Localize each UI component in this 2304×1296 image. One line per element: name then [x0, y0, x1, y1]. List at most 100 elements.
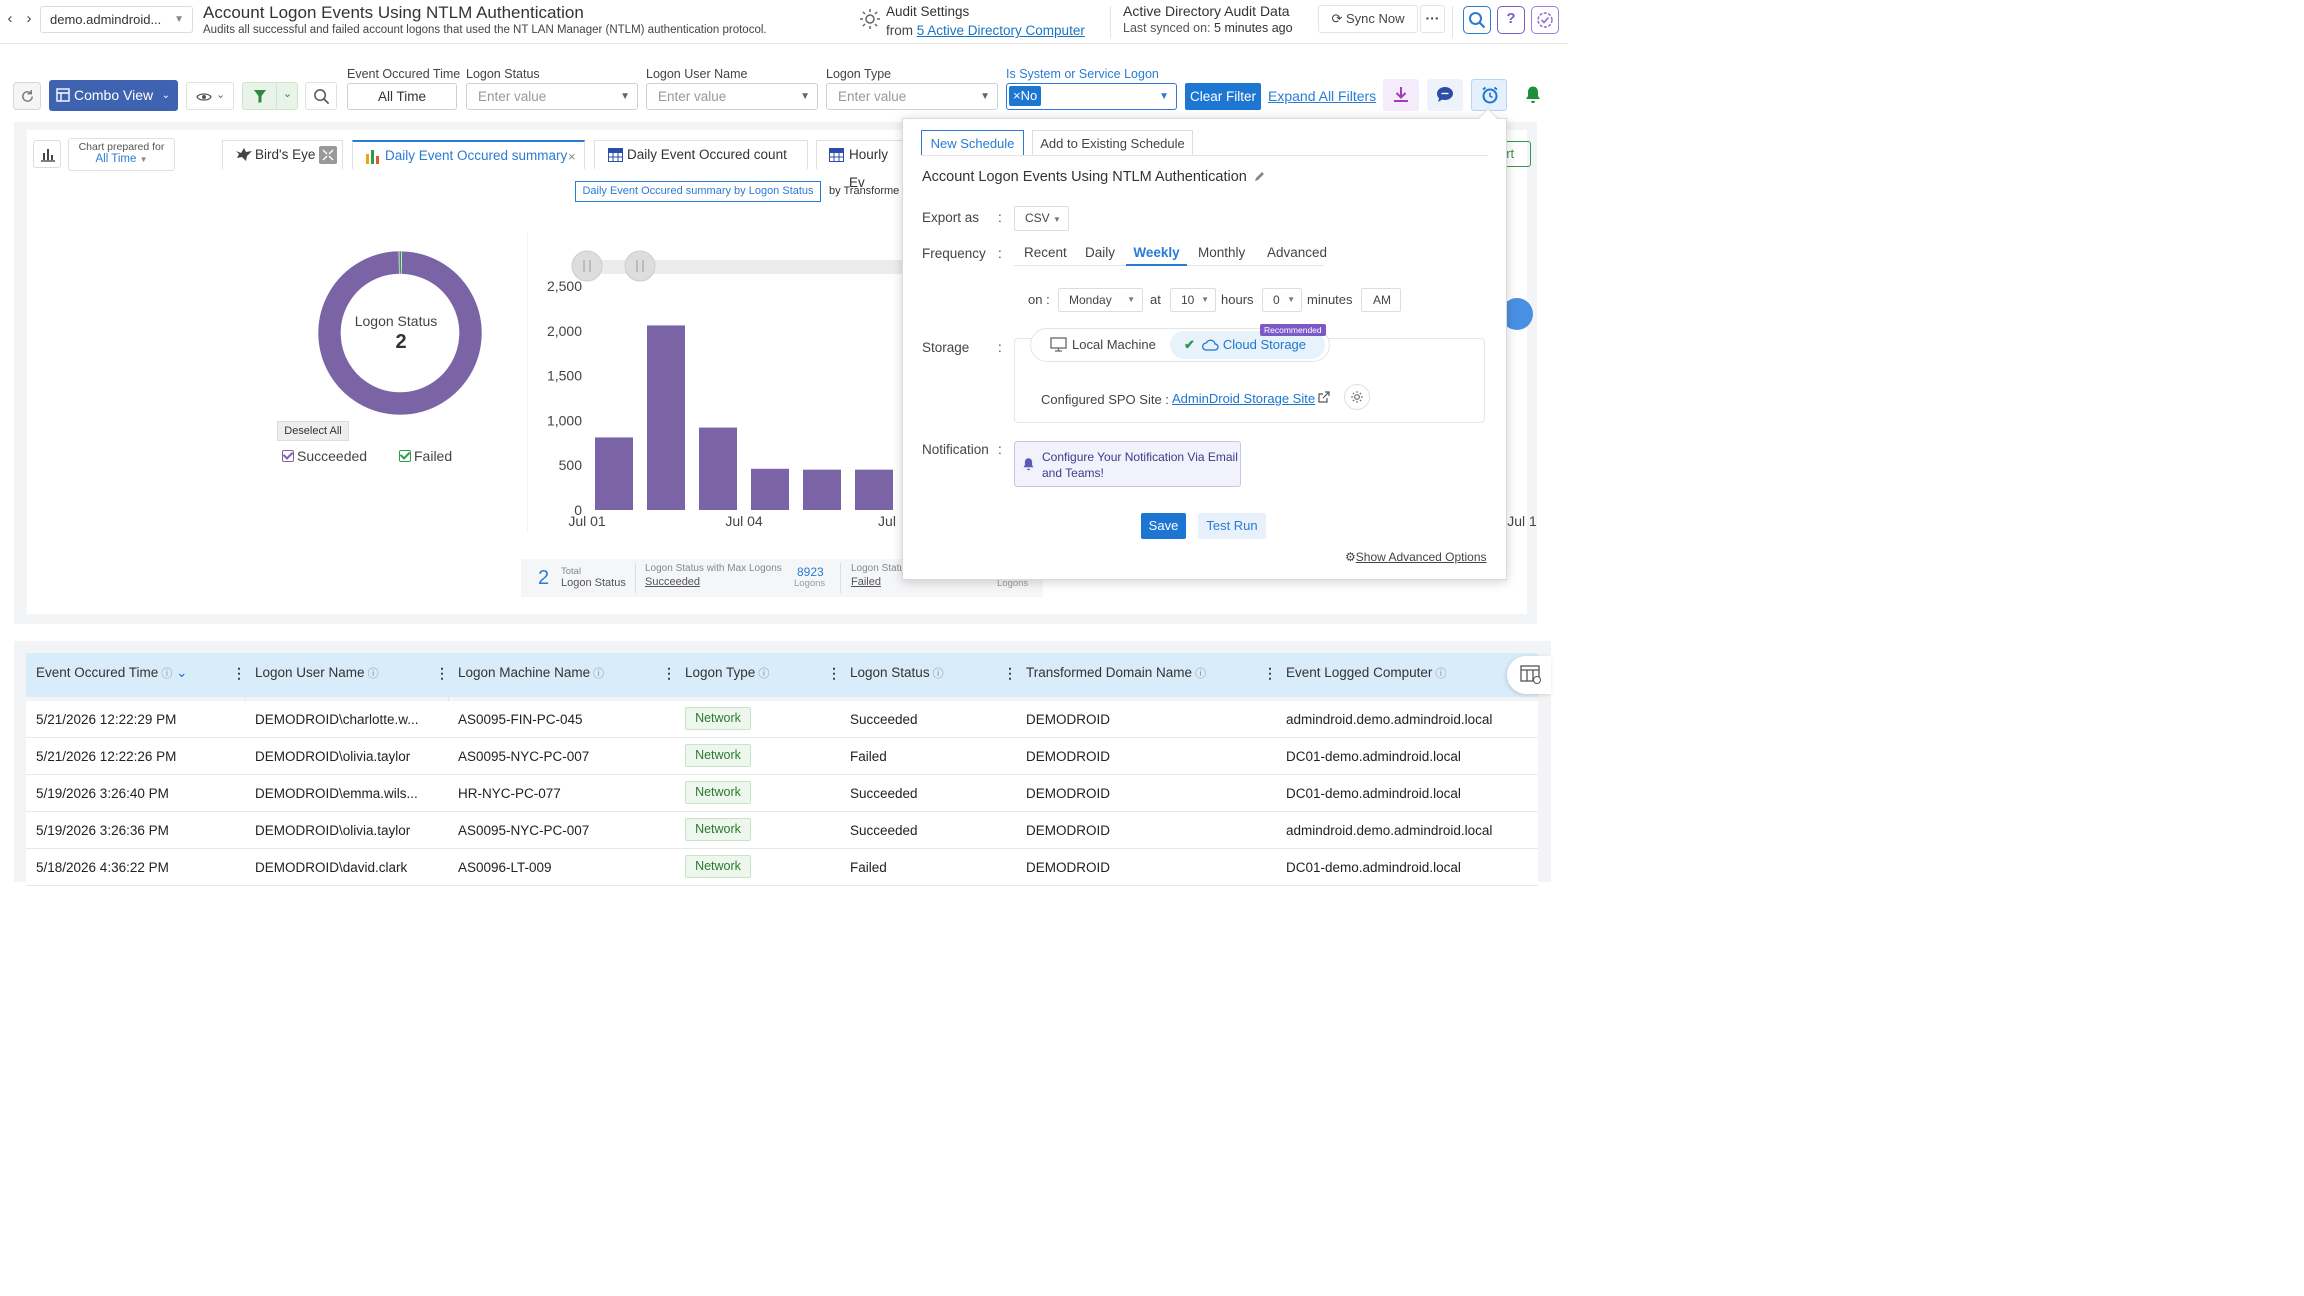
- info-icon[interactable]: ⓘ: [755, 668, 770, 680]
- local-machine-option[interactable]: Local Machine: [1050, 337, 1156, 352]
- bar-jul-05[interactable]: [803, 469, 841, 510]
- save-button[interactable]: Save: [1141, 513, 1186, 539]
- export-format-select[interactable]: CSV ▼: [1014, 206, 1069, 231]
- minute-select[interactable]: 0 ▼: [1262, 288, 1302, 312]
- expand-icon[interactable]: [319, 146, 337, 164]
- checkbox[interactable]: [282, 450, 294, 462]
- info-icon[interactable]: ⓘ: [158, 668, 173, 680]
- info-icon[interactable]: ⓘ: [590, 668, 605, 680]
- info-icon[interactable]: ⓘ: [364, 668, 379, 680]
- expand-all-filters-link[interactable]: Expand All Filters: [1268, 88, 1377, 104]
- freq-monthly[interactable]: Monthly: [1198, 245, 1246, 260]
- column-menu-icon[interactable]: ⋮: [827, 665, 841, 681]
- column-menu-icon[interactable]: ⋮: [662, 665, 676, 681]
- chart-prepared-for[interactable]: Chart prepared for All Time ▼: [68, 138, 175, 171]
- combo-view-button[interactable]: Combo View ⌄: [49, 80, 178, 111]
- table-row[interactable]: [26, 849, 1538, 886]
- visibility-button[interactable]: ⌄: [186, 82, 234, 110]
- freq-recent[interactable]: Recent: [1024, 245, 1067, 260]
- column-header[interactable]: Event Occured Time ⓘ ⌄: [36, 665, 187, 681]
- search-button[interactable]: [305, 82, 337, 110]
- range-slider-track[interactable]: [575, 260, 955, 274]
- donut-slice-failed[interactable]: [398, 250, 402, 275]
- test-run-button[interactable]: Test Run: [1198, 513, 1266, 539]
- tab-existing-schedule[interactable]: Add to Existing Schedule: [1032, 130, 1193, 156]
- column-header[interactable]: Event Logged Computer ⓘ: [1286, 665, 1446, 681]
- info-icon[interactable]: ⓘ: [929, 668, 944, 680]
- subtab-by-domain[interactable]: by Transforme: [829, 185, 900, 197]
- tab-hourly[interactable]: Hourly Ev: [816, 140, 906, 190]
- reset-button[interactable]: [13, 82, 41, 110]
- freq-advanced[interactable]: Advanced: [1267, 245, 1328, 260]
- settings-button[interactable]: [1344, 384, 1370, 410]
- deselect-all-button[interactable]: Deselect All: [277, 421, 349, 441]
- column-header[interactable]: Transformed Domain Name ⓘ: [1026, 665, 1206, 681]
- time-filter-select[interactable]: All Time: [347, 83, 457, 110]
- table-row[interactable]: [26, 738, 1538, 775]
- range-slider-handle-left[interactable]: [571, 250, 603, 282]
- hour-select[interactable]: 10 ▼: [1170, 288, 1216, 312]
- schedule-button[interactable]: [1471, 79, 1507, 111]
- freq-weekly[interactable]: Weekly: [1126, 245, 1187, 266]
- filter-chip[interactable]: ×No: [1009, 86, 1042, 106]
- table-row[interactable]: [26, 812, 1538, 849]
- comment-button[interactable]: [1427, 79, 1463, 111]
- advanced-options-link[interactable]: ⚙Show Advanced Options: [1345, 550, 1487, 564]
- chip-remove-icon[interactable]: ×: [1013, 88, 1021, 103]
- close-icon[interactable]: ×: [568, 149, 576, 164]
- column-menu-icon[interactable]: ⋮: [1003, 665, 1017, 681]
- stat-min-value[interactable]: Failed: [851, 576, 881, 588]
- tab-birds-eye[interactable]: Bird's Eye: [222, 140, 343, 169]
- help-button[interactable]: ?: [1497, 6, 1525, 34]
- logon-user-input[interactable]: Enter value ▼: [646, 83, 818, 110]
- column-menu-icon[interactable]: ⋮: [232, 665, 246, 681]
- stat-max-value[interactable]: Succeeded: [645, 576, 701, 588]
- info-icon[interactable]: ⓘ: [1432, 668, 1447, 680]
- legend-item-failed[interactable]: Failed: [399, 448, 452, 464]
- bar-jul-06[interactable]: [855, 469, 893, 510]
- column-menu-icon[interactable]: ⋮: [1263, 665, 1277, 681]
- more-button[interactable]: ···: [1420, 5, 1445, 33]
- range-slider-handle-right[interactable]: [624, 250, 656, 282]
- column-header[interactable]: Logon User Name ⓘ: [255, 665, 379, 681]
- cloud-storage-option[interactable]: ✔ Cloud Storage: [1170, 331, 1325, 359]
- audit-computers-link[interactable]: 5 Active Directory Computer: [916, 23, 1085, 38]
- alerts-button[interactable]: [1515, 79, 1551, 111]
- ampm-select[interactable]: AM: [1361, 288, 1401, 312]
- table-row[interactable]: [26, 701, 1538, 738]
- freq-daily[interactable]: Daily: [1085, 245, 1116, 260]
- logon-status-input[interactable]: Enter value ▼: [466, 83, 638, 110]
- spo-site-link[interactable]: AdminDroid Storage Site: [1172, 391, 1316, 406]
- bar-jul-02[interactable]: [647, 325, 685, 510]
- domain-selector[interactable]: demo.admindroid... ▼: [40, 6, 193, 33]
- forward-icon[interactable]: ›: [26, 10, 32, 27]
- export-button[interactable]: [1383, 79, 1419, 111]
- table-row[interactable]: [26, 775, 1538, 812]
- donut-slice-succeeded[interactable]: [317, 250, 483, 416]
- logon-type-input[interactable]: Enter value ▼: [826, 83, 998, 110]
- clear-filter-button[interactable]: Clear Filter: [1185, 83, 1261, 110]
- bar-jul-01[interactable]: [595, 437, 633, 510]
- chart-scroll-button[interactable]: [1501, 298, 1533, 330]
- status-button[interactable]: [1531, 6, 1559, 34]
- info-icon[interactable]: ⓘ: [1192, 668, 1207, 680]
- tab-daily-count[interactable]: Daily Event Occured count: [594, 140, 808, 169]
- back-icon[interactable]: ‹: [7, 10, 13, 27]
- legend-item-succeeded[interactable]: Succeeded: [282, 448, 367, 464]
- filter-button[interactable]: ⌄: [242, 82, 298, 110]
- chart-type-button[interactable]: [33, 140, 61, 168]
- column-header[interactable]: Logon Machine Name ⓘ: [458, 665, 604, 681]
- bar-jul-04[interactable]: [751, 468, 789, 510]
- subtab-summary-by-status[interactable]: Daily Event Occured summary by Logon Sta…: [575, 181, 821, 202]
- sort-icon[interactable]: ⌄: [172, 665, 188, 680]
- column-header[interactable]: Logon Status ⓘ: [850, 665, 944, 681]
- tab-new-schedule[interactable]: New Schedule: [921, 130, 1024, 156]
- sync-now-button[interactable]: ⟳ Sync Now: [1318, 5, 1418, 33]
- tab-daily-summary[interactable]: Daily Event Occured summary ×: [352, 140, 585, 169]
- audit-settings[interactable]: Audit Settings from 5 Active Directory C…: [858, 3, 1108, 41]
- day-select[interactable]: Monday ▼: [1058, 288, 1143, 312]
- checkbox[interactable]: [399, 450, 411, 462]
- bar-jul-03[interactable]: [699, 427, 737, 510]
- pencil-icon[interactable]: [1253, 170, 1266, 183]
- configure-notification-button[interactable]: Configure Your Notification Via Email an…: [1014, 441, 1241, 487]
